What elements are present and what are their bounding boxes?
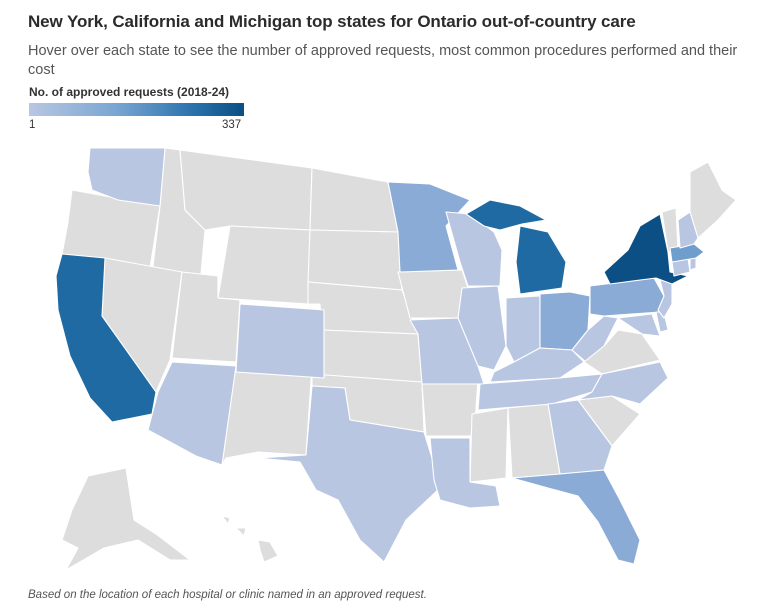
state-arizona[interactable] xyxy=(147,361,237,466)
state-arkansas[interactable] xyxy=(421,379,479,437)
chart-subtitle: Hover over each state to see the number … xyxy=(28,43,738,78)
state-colorado[interactable] xyxy=(235,303,325,379)
state-california[interactable] xyxy=(55,253,157,423)
state-south-dakota[interactable] xyxy=(307,229,403,291)
state-kentucky[interactable] xyxy=(489,347,585,383)
state-north-dakota[interactable] xyxy=(309,167,399,233)
state-louisiana[interactable] xyxy=(429,437,501,509)
chart-title: New York, California and Michigan top st… xyxy=(28,12,636,31)
us-map xyxy=(55,147,737,571)
legend-max-label: 337 xyxy=(222,119,242,131)
state-washington[interactable] xyxy=(87,147,166,207)
legend-title: No. of approved requests (2018-24) xyxy=(29,85,230,99)
state-rhode-island[interactable] xyxy=(689,257,697,271)
state-montana[interactable] xyxy=(179,149,313,231)
state-new-hampshire[interactable] xyxy=(677,211,699,249)
state-hawaii[interactable] xyxy=(221,515,279,563)
state-michigan-upper[interactable] xyxy=(465,199,547,231)
state-minnesota[interactable] xyxy=(387,181,471,273)
chart-footnote: Based on the location of each hospital o… xyxy=(28,589,427,601)
state-maine[interactable] xyxy=(689,161,737,239)
state-pennsylvania[interactable] xyxy=(589,277,665,317)
state-new-mexico[interactable] xyxy=(221,361,313,466)
state-north-carolina[interactable] xyxy=(577,361,669,405)
legend-min-label: 1 xyxy=(29,119,36,131)
state-massachusetts[interactable] xyxy=(669,243,705,263)
state-florida[interactable] xyxy=(511,469,641,565)
state-kansas[interactable] xyxy=(321,329,423,383)
state-utah[interactable] xyxy=(171,271,241,363)
state-michigan[interactable] xyxy=(515,225,567,295)
legend-color-scale xyxy=(29,103,244,116)
state-new-york[interactable] xyxy=(603,213,689,285)
state-maryland[interactable] xyxy=(617,313,661,337)
state-georgia[interactable] xyxy=(547,399,613,475)
state-alaska[interactable] xyxy=(61,467,191,571)
state-mississippi[interactable] xyxy=(469,407,509,483)
state-texas[interactable] xyxy=(257,385,441,563)
state-wyoming[interactable] xyxy=(217,225,311,305)
